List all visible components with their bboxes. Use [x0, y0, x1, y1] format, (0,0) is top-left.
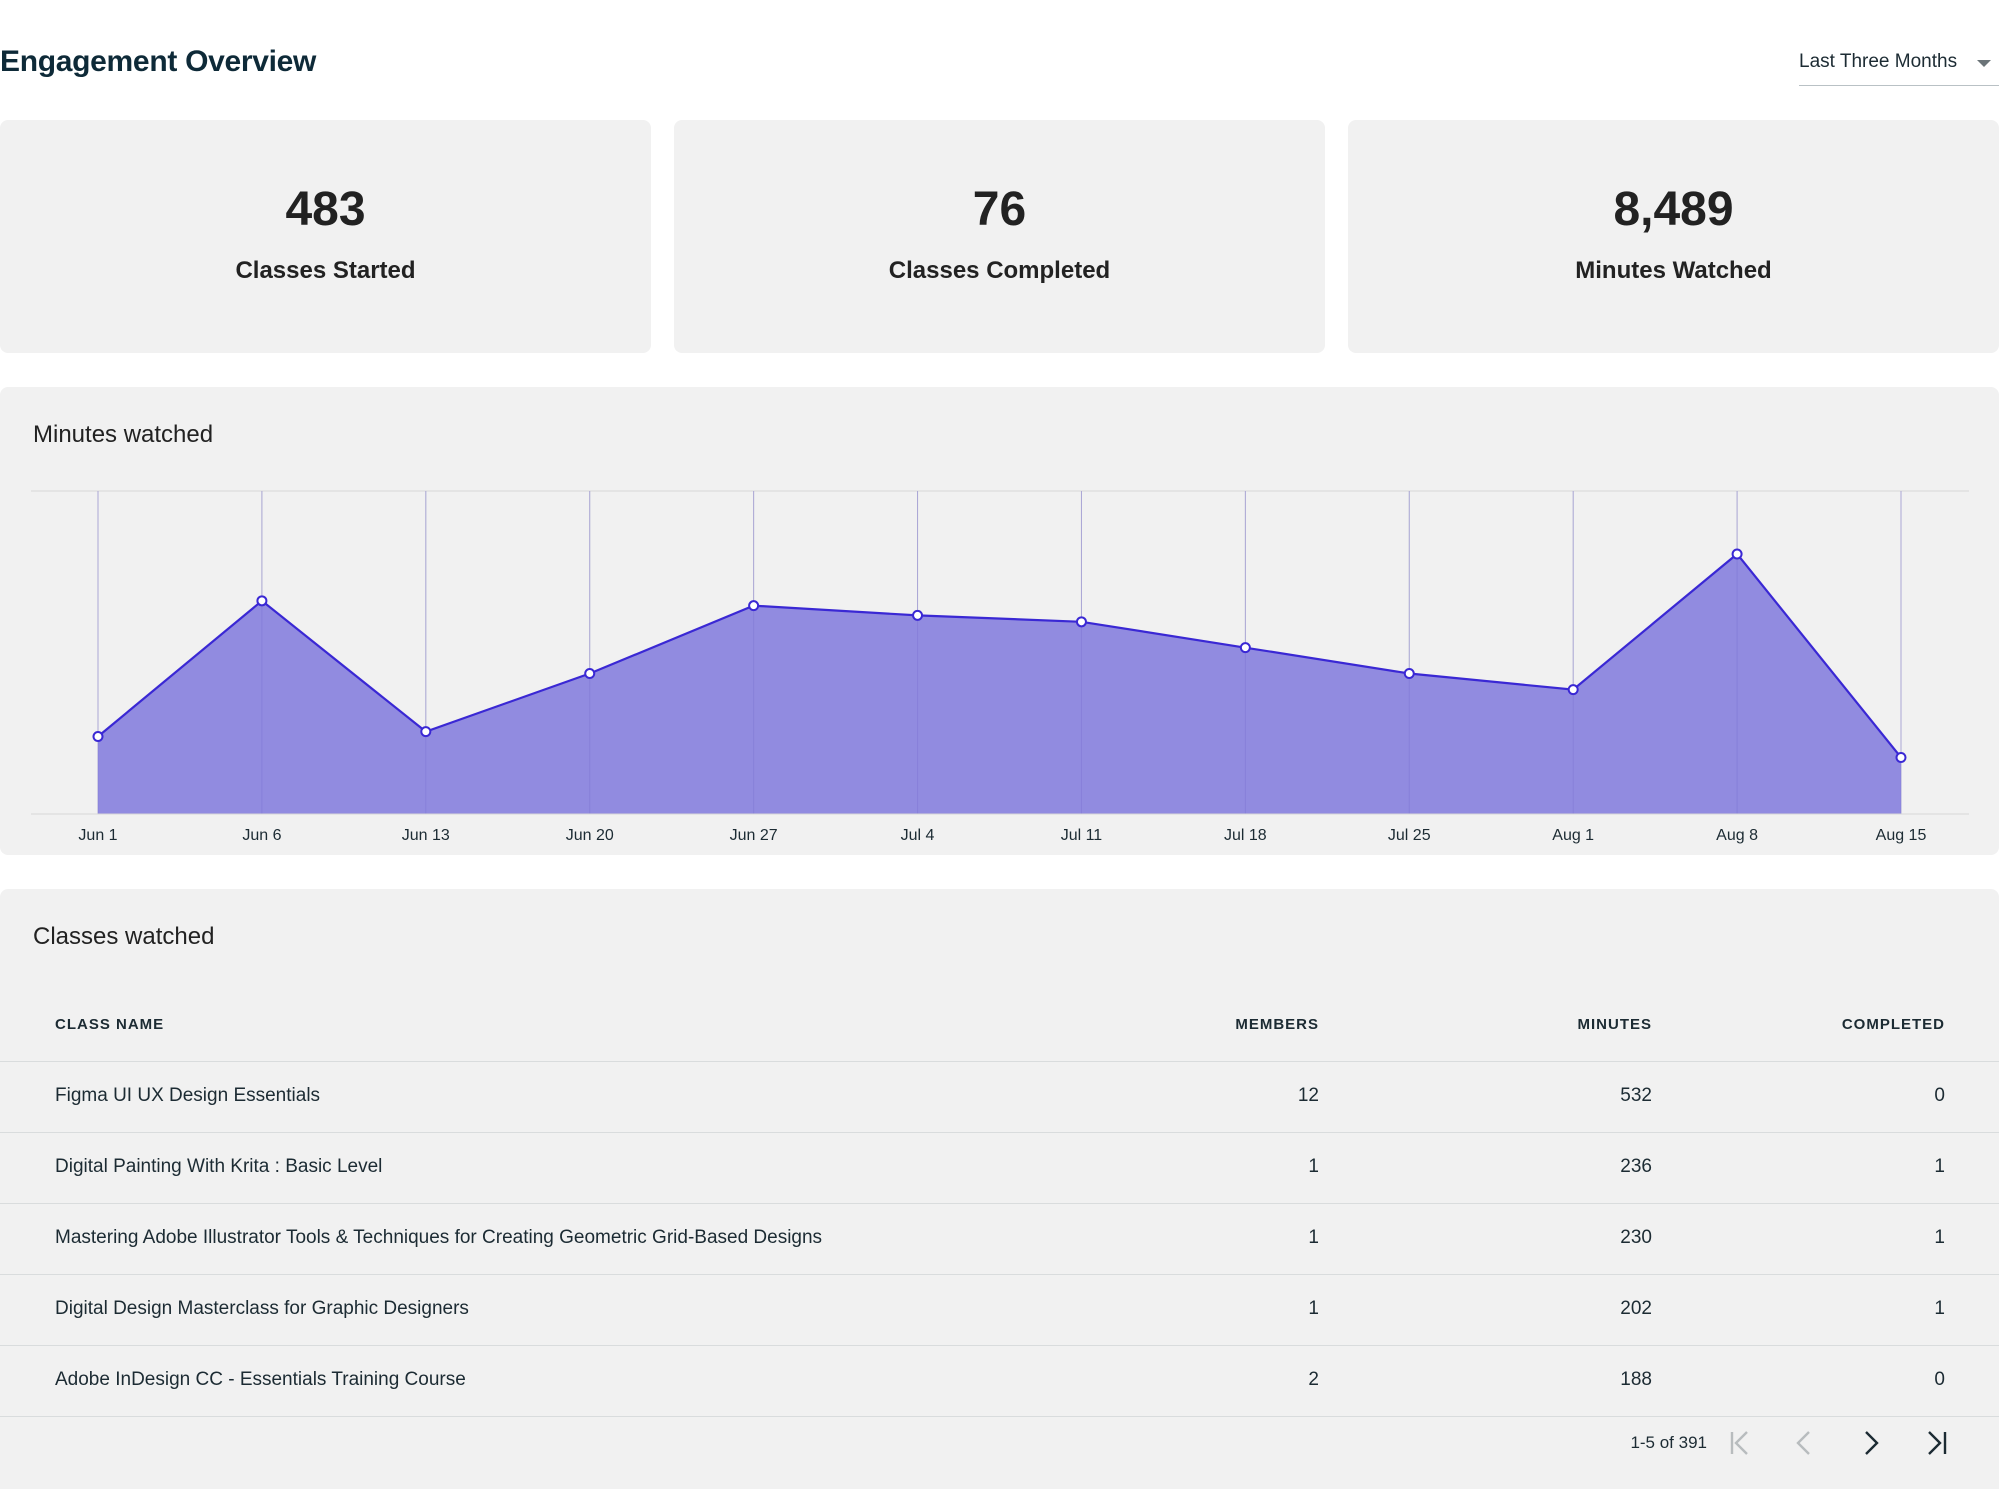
previous-page-icon[interactable]	[1786, 1425, 1822, 1461]
data-point	[1239, 642, 1251, 654]
divider	[0, 1203, 1999, 1204]
x-tick-label: Jun 13	[402, 827, 450, 844]
stat-value: 8,489	[1613, 183, 1734, 236]
x-tick-label: Jun 1	[78, 827, 117, 844]
column-header-class-name[interactable]: CLASS NAME	[55, 1016, 165, 1033]
members-count: 1	[1308, 1156, 1319, 1177]
data-point	[1075, 616, 1087, 628]
stat-card-classes-completed: 76 Classes Completed	[674, 120, 1325, 353]
data-point	[748, 600, 760, 612]
completed-count: 0	[1934, 1085, 1945, 1106]
divider	[0, 1416, 1999, 1417]
members-count: 1	[1308, 1227, 1319, 1248]
class-name: Figma UI UX Design Essentials	[55, 1085, 321, 1106]
data-point	[584, 667, 596, 679]
completed-count: 0	[1934, 1369, 1945, 1390]
x-tick-label: Jun 6	[242, 827, 281, 844]
date-range-select[interactable]: Last Three Months	[1799, 46, 1999, 86]
pagination: 1-5 of 391	[0, 1419, 1999, 1469]
table-title: Classes watched	[33, 923, 215, 950]
last-page-icon[interactable]	[1918, 1425, 1954, 1461]
minutes-count: 202	[1620, 1298, 1652, 1319]
divider	[0, 1345, 1999, 1346]
divider	[0, 1061, 1999, 1062]
minutes-count: 188	[1620, 1369, 1652, 1390]
page-header: Engagement Overview Last Three Months	[0, 40, 1999, 90]
x-tick-label: Aug 8	[1716, 827, 1758, 844]
data-point	[92, 730, 104, 742]
divider	[0, 1132, 1999, 1133]
stat-label: Minutes Watched	[1575, 257, 1772, 284]
data-point	[1895, 751, 1907, 763]
date-range-value: Last Three Months	[1799, 51, 1958, 72]
x-tick-label: Jul 18	[1224, 827, 1267, 844]
minutes-watched-panel: Minutes watched Jun 1 Jun 6 Jun 13 Jun 20 Ju…	[0, 387, 1999, 855]
completed-count: 1	[1934, 1227, 1945, 1248]
members-count: 12	[1297, 1085, 1319, 1106]
stat-cards: 483 Classes Started 76 Classes Completed…	[0, 120, 1999, 353]
table-row[interactable]: Digital Painting With Krita : Basic Leve…	[0, 1133, 1999, 1204]
x-tick-label: Jul 4	[901, 827, 935, 844]
table-row[interactable]: Adobe InDesign CC - Essentials Training …	[0, 1346, 1999, 1417]
x-tick-label: Aug 15	[1876, 827, 1927, 844]
series-line	[97, 552, 1902, 759]
minutes-count: 230	[1620, 1227, 1652, 1248]
class-name: Adobe InDesign CC - Essentials Training …	[55, 1369, 466, 1390]
chart-title: Minutes watched	[33, 421, 214, 448]
stat-card-classes-started: 483 Classes Started	[0, 120, 651, 353]
data-point	[420, 726, 432, 738]
data-point	[1731, 548, 1743, 560]
caret-down-icon	[1977, 60, 1991, 67]
data-point	[1403, 667, 1415, 679]
completed-count: 1	[1934, 1298, 1945, 1319]
class-name: Digital Painting With Krita : Basic Leve…	[55, 1156, 383, 1177]
minutes-count: 236	[1620, 1156, 1652, 1177]
column-header-completed[interactable]: COMPLETED	[1841, 1016, 1945, 1033]
members-count: 1	[1308, 1298, 1319, 1319]
class-name: Mastering Adobe Illustrator Tools & Tech…	[55, 1227, 823, 1248]
next-page-icon[interactable]	[1853, 1425, 1889, 1461]
first-page-icon[interactable]	[1722, 1425, 1758, 1461]
minutes-count: 532	[1620, 1085, 1652, 1106]
x-tick-label: Jul 25	[1388, 827, 1431, 844]
x-tick-label: Jul 11	[1061, 827, 1103, 844]
x-tick-label: Jun 20	[566, 827, 614, 844]
data-point	[256, 595, 268, 607]
stat-label: Classes Completed	[888, 257, 1111, 284]
table-row[interactable]: Mastering Adobe Illustrator Tools & Tech…	[0, 1204, 1999, 1275]
page-title: Engagement Overview	[0, 45, 317, 78]
divider	[0, 1274, 1999, 1275]
class-name: Digital Design Masterclass for Graphic D…	[55, 1298, 469, 1319]
series-area	[98, 553, 1901, 814]
stat-value: 76	[972, 183, 1027, 236]
completed-count: 1	[1934, 1156, 1945, 1177]
data-point	[912, 609, 924, 621]
members-count: 2	[1308, 1369, 1319, 1390]
stat-card-minutes-watched: 8,489 Minutes Watched	[1348, 120, 1999, 353]
stat-label: Classes Started	[235, 257, 416, 284]
stat-value: 483	[285, 183, 366, 236]
x-tick-label: Jun 27	[730, 827, 778, 844]
column-header-members[interactable]: MEMBERS	[1235, 1016, 1319, 1033]
pagination-range: 1-5 of 391	[1630, 1433, 1707, 1452]
table-row[interactable]: Figma UI UX Design Essentials 12 532 0	[0, 1062, 1999, 1133]
x-tick-label: Aug 1	[1552, 827, 1594, 844]
column-header-minutes[interactable]: MINUTES	[1577, 1016, 1652, 1033]
classes-watched-panel: Classes watched CLASS NAME MEMBERS MINUT…	[0, 889, 1999, 1489]
minutes-watched-chart: Jun 1 Jun 6 Jun 13 Jun 20 Jun 27 Jul 4 Jul 11 J…	[31, 490, 1969, 844]
table-row[interactable]: Digital Design Masterclass for Graphic D…	[0, 1275, 1999, 1346]
data-point	[1567, 684, 1579, 696]
